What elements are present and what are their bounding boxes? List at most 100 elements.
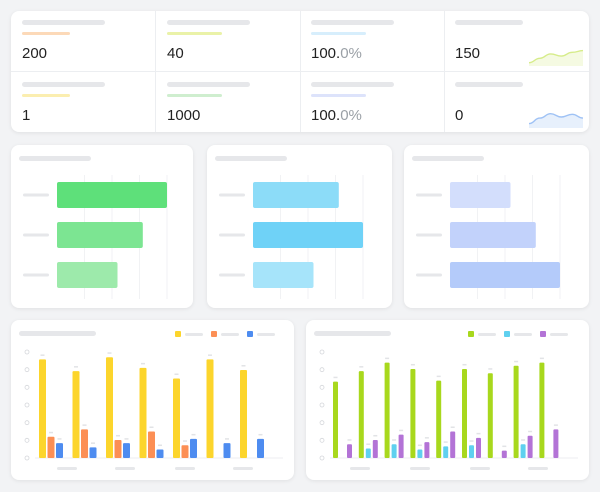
data-label-placeholder <box>158 444 162 447</box>
data-label-placeholder <box>469 440 474 442</box>
y-tick <box>319 420 325 426</box>
category-label-placeholder <box>416 273 442 277</box>
data-label-placeholder <box>553 424 558 426</box>
bar <box>57 182 167 208</box>
bar <box>450 431 456 458</box>
bar <box>173 378 180 458</box>
category-label-placeholder <box>219 233 245 237</box>
y-tick <box>24 437 30 443</box>
y-tick <box>319 455 325 461</box>
sparkline <box>529 112 583 128</box>
data-label-placeholder <box>450 426 455 428</box>
legend-swatch <box>247 331 253 337</box>
x-tick-label-placeholder <box>57 467 77 470</box>
bar <box>372 439 378 458</box>
data-label-placeholder <box>74 366 78 368</box>
data-label-placeholder <box>366 443 371 445</box>
sparkline-area <box>529 50 583 66</box>
x-tick-label-placeholder <box>175 467 195 470</box>
sparkline <box>529 49 583 66</box>
y-tick <box>319 367 325 373</box>
bar <box>139 367 147 458</box>
category-label-placeholder <box>219 193 245 197</box>
category-label-placeholder <box>416 193 442 197</box>
chart-title-placeholder <box>412 156 484 161</box>
bar <box>450 182 511 208</box>
bar <box>240 370 247 458</box>
bar <box>106 357 113 458</box>
legend-swatch <box>468 331 474 337</box>
bar <box>333 381 338 458</box>
x-tick-label-placeholder <box>350 467 370 470</box>
bar <box>148 431 155 458</box>
stat-accent-line <box>167 32 222 35</box>
chart-title-placeholder <box>314 331 391 336</box>
stats-panel: 200 40 100.0% 150 1 1000 100.0% 0 <box>11 11 589 132</box>
stat-label-placeholder <box>167 20 250 25</box>
data-label-placeholder <box>40 354 45 356</box>
grouped-bar-chart-card <box>306 320 589 480</box>
bar <box>47 436 55 458</box>
grouped-bar-chart <box>24 331 283 470</box>
bar <box>57 222 143 248</box>
bar-chart-card <box>11 145 193 308</box>
bar <box>410 368 416 458</box>
y-tick <box>319 437 325 443</box>
data-label-placeholder <box>462 363 467 366</box>
bar <box>436 380 442 458</box>
legend-swatch <box>504 331 510 337</box>
sparkline-line <box>529 112 583 125</box>
category-label-placeholder <box>23 273 49 277</box>
bar <box>391 444 397 458</box>
data-label-placeholder <box>208 354 212 356</box>
legend-swatch <box>211 331 217 337</box>
legend-label-placeholder <box>257 333 275 336</box>
y-tick <box>24 402 30 408</box>
stat-accent-line <box>311 94 366 97</box>
legend-label-placeholder <box>221 333 239 336</box>
stat-accent-line <box>311 32 366 35</box>
y-tick <box>24 349 30 355</box>
stat-card: 40 <box>167 20 295 70</box>
bar <box>553 429 559 458</box>
bar <box>462 368 467 458</box>
bar <box>253 182 339 208</box>
x-tick-label-placeholder <box>233 467 253 470</box>
stat-accent-line <box>167 94 222 97</box>
bar <box>253 262 314 288</box>
bar <box>527 435 533 458</box>
bar <box>89 447 97 458</box>
data-label-placeholder <box>241 365 246 367</box>
chart-title-placeholder <box>19 331 96 336</box>
bar <box>39 359 46 458</box>
data-label-placeholder <box>82 424 87 426</box>
legend-label-placeholder <box>514 333 532 336</box>
bar <box>476 437 481 458</box>
category-label-placeholder <box>219 273 245 277</box>
data-label-placeholder <box>183 440 187 442</box>
bar <box>358 371 364 458</box>
bar <box>257 438 264 458</box>
y-tick <box>24 455 30 461</box>
bar-chart-card <box>404 145 589 308</box>
bar <box>539 362 545 458</box>
y-tick <box>319 349 325 355</box>
y-tick <box>319 384 325 390</box>
sparkline-line <box>529 49 583 64</box>
data-label-placeholder <box>488 368 493 370</box>
y-tick <box>24 420 30 426</box>
data-label-placeholder <box>149 426 154 428</box>
bar <box>156 449 164 458</box>
stat-card: 200 <box>22 20 150 70</box>
bar <box>398 434 404 458</box>
stat-accent-line <box>22 94 70 97</box>
bar <box>253 222 363 248</box>
data-label-placeholder <box>528 430 533 433</box>
data-label-placeholder <box>116 434 120 437</box>
category-label-placeholder <box>416 233 442 237</box>
data-label-placeholder <box>91 442 95 444</box>
stat-card: 100.0% <box>311 82 439 132</box>
horizontal-bar-chart <box>416 175 561 299</box>
bar <box>469 445 474 458</box>
stat-label-placeholder <box>22 20 105 25</box>
